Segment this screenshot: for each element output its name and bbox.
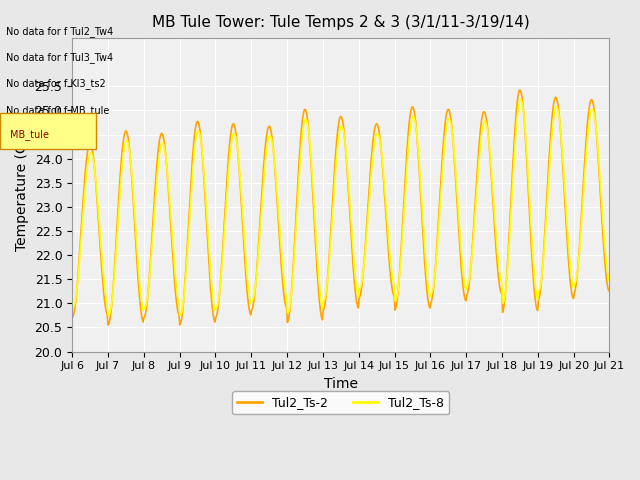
- Line: Tul2_Ts-8: Tul2_Ts-8: [72, 99, 609, 315]
- Tul2_Ts-8: [605, 278, 613, 284]
- Legend: Tul2_Ts-2, Tul2_Ts-8: Tul2_Ts-2, Tul2_Ts-8: [232, 391, 449, 414]
- X-axis label: Time: Time: [324, 377, 358, 391]
- Tul2_Ts-2: [516, 87, 524, 93]
- Y-axis label: Temperature (C): Temperature (C): [15, 138, 29, 252]
- Tul2_Ts-2: [605, 288, 613, 294]
- Tul2_Ts-8: [78, 227, 86, 233]
- Text: No data for f Tul3_Tw4: No data for f Tul3_Tw4: [6, 52, 113, 63]
- Tul2_Ts-8: [516, 96, 524, 102]
- Text: No data for f Kl3_ts2: No data for f Kl3_ts2: [6, 78, 106, 89]
- Tul2_Ts-8: [134, 259, 141, 264]
- Text: No data for f Tul2_Tw4: No data for f Tul2_Tw4: [6, 25, 114, 36]
- Tul2_Ts-8: [105, 312, 113, 318]
- Title: MB Tule Tower: Tule Temps 2 & 3 (3/1/11-3/19/14): MB Tule Tower: Tule Temps 2 & 3 (3/1/11-…: [152, 15, 530, 30]
- Tul2_Ts-2: [104, 322, 112, 328]
- Tul2_Ts-8: [68, 305, 76, 311]
- Tul2_Ts-8: [407, 122, 415, 128]
- Text: No data for f MB_tule: No data for f MB_tule: [6, 105, 110, 116]
- Tul2_Ts-8: [217, 277, 225, 283]
- Tul2_Ts-2: [189, 156, 196, 162]
- Tul2_Ts-2: [68, 315, 76, 321]
- Tul2_Ts-2: [134, 273, 141, 279]
- Line: Tul2_Ts-2: Tul2_Ts-2: [72, 90, 609, 325]
- Tul2_Ts-2: [407, 109, 415, 115]
- Tul2_Ts-8: [422, 266, 430, 272]
- Tul2_Ts-2: [217, 274, 225, 280]
- Tul2_Ts-2: [78, 216, 86, 222]
- Tul2_Ts-2: [422, 282, 430, 288]
- Text: MB_tule: MB_tule: [10, 129, 49, 140]
- Tul2_Ts-8: [189, 171, 196, 177]
